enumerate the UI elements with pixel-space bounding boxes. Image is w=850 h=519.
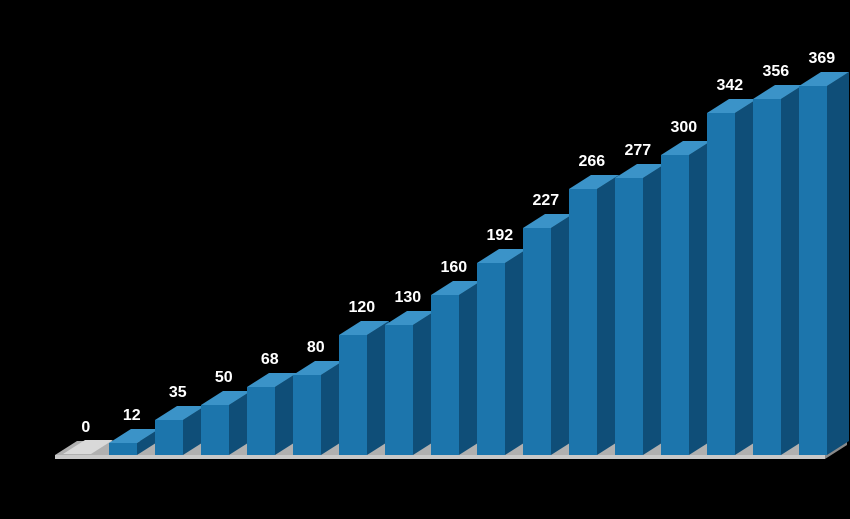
- bar-2-front: [155, 420, 183, 455]
- bar-11-label: 266: [578, 153, 605, 171]
- bar-2-label: 35: [169, 384, 187, 402]
- bar-3-label: 50: [215, 369, 233, 387]
- bar-6-front: [339, 335, 367, 455]
- bar-12-label: 277: [624, 142, 651, 160]
- bar-9-front: [477, 263, 505, 455]
- bar-12-front: [615, 178, 643, 455]
- bar-8-label: 160: [440, 259, 467, 277]
- bar-5-label: 80: [307, 339, 325, 357]
- bar-1-label: 12: [123, 407, 141, 425]
- bar-16-label: 369: [808, 50, 835, 68]
- bar-6-label: 120: [348, 299, 375, 317]
- bar-4-front: [247, 387, 275, 455]
- bar-13-label: 300: [670, 119, 697, 137]
- bar-chart-3d: 0 12 35 50 68 80 120 130 160 192 227 266 277 300 342 35…: [0, 0, 850, 519]
- bar-3-front: [201, 405, 229, 455]
- bar-7-front: [385, 325, 413, 455]
- bar-4-label: 68: [261, 351, 279, 369]
- bar-15-front: [753, 99, 781, 455]
- bar-5-front: [293, 375, 321, 455]
- bar-9-label: 192: [486, 227, 513, 245]
- chart-floor-front: [55, 455, 825, 459]
- bar-10-front: [523, 228, 551, 455]
- bar-8-front: [431, 295, 459, 455]
- bar-13-front: [661, 155, 689, 455]
- bar-16-front: [799, 86, 827, 455]
- bar-10-label: 227: [532, 192, 559, 210]
- bar-1-front: [109, 443, 137, 455]
- bar-7-label: 130: [394, 289, 421, 307]
- bar-0-label: 0: [81, 419, 90, 437]
- bar-15-label: 356: [762, 63, 789, 81]
- bar-14-front: [707, 113, 735, 455]
- bar-14-label: 342: [716, 77, 743, 95]
- bar-11-front: [569, 189, 597, 455]
